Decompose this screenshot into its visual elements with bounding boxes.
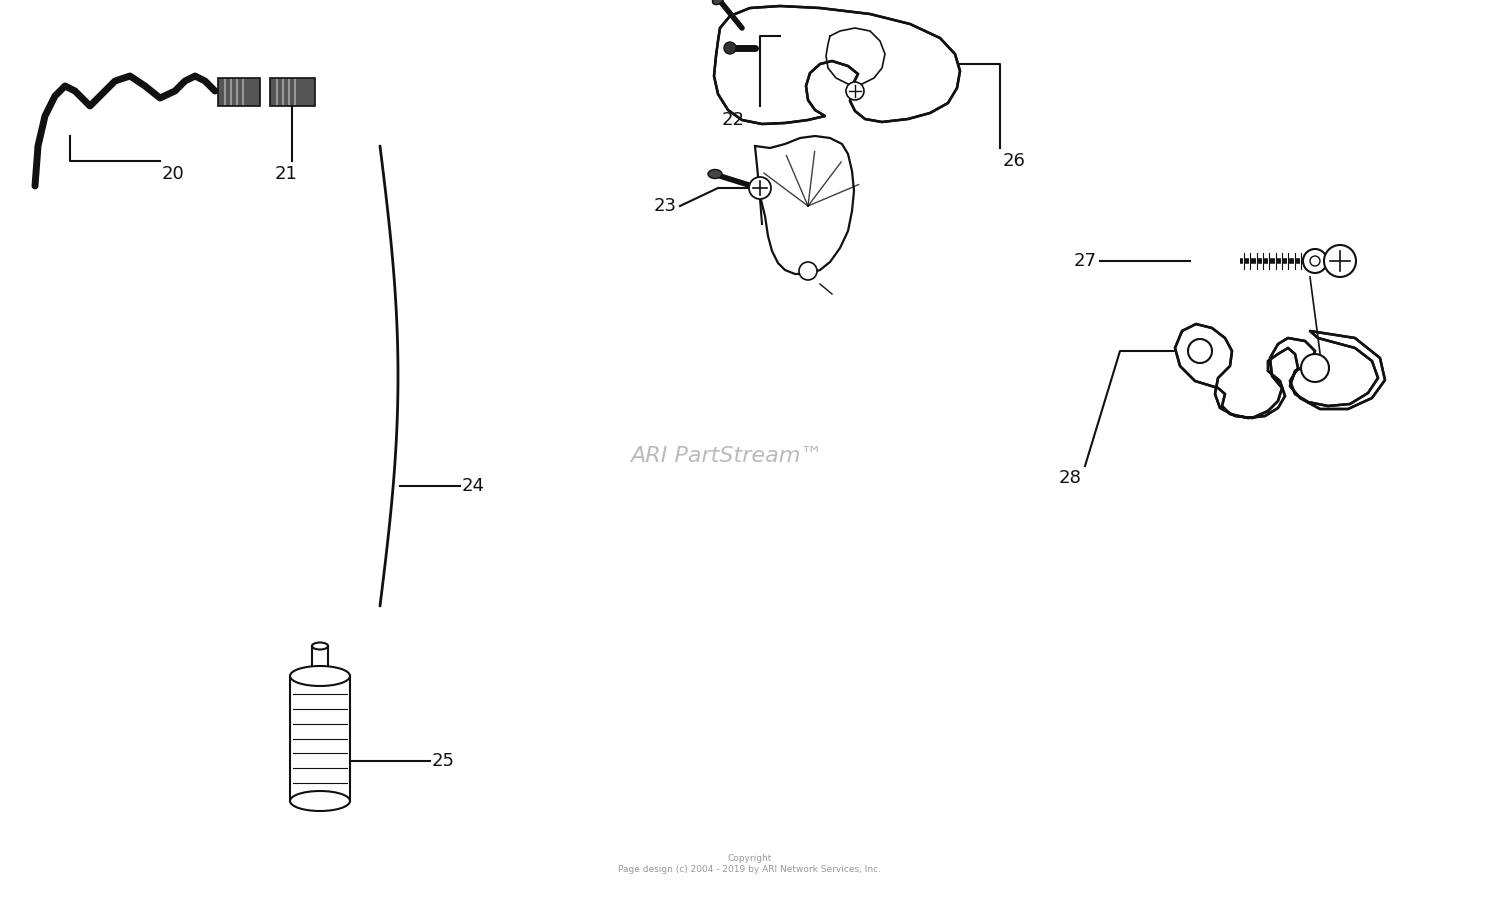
Bar — [217, 78, 259, 106]
Polygon shape — [754, 136, 853, 274]
Polygon shape — [714, 6, 960, 124]
Text: 27: 27 — [1074, 252, 1096, 270]
Circle shape — [1188, 339, 1212, 363]
Text: 22: 22 — [722, 111, 746, 129]
Circle shape — [800, 262, 818, 280]
Ellipse shape — [312, 642, 328, 650]
Text: 23: 23 — [654, 197, 676, 215]
Ellipse shape — [712, 0, 723, 5]
Ellipse shape — [290, 666, 350, 686]
Text: 26: 26 — [1004, 152, 1026, 170]
Text: 21: 21 — [274, 165, 298, 183]
Text: ARI PartStream™: ARI PartStream™ — [630, 446, 822, 466]
Text: 20: 20 — [162, 165, 184, 183]
Circle shape — [748, 177, 771, 199]
Circle shape — [1304, 249, 1328, 273]
Polygon shape — [1174, 324, 1384, 418]
Circle shape — [724, 42, 736, 54]
Bar — [270, 78, 315, 106]
Circle shape — [846, 82, 864, 100]
Circle shape — [1310, 256, 1320, 266]
Text: Copyright
Page design (c) 2004 - 2019 by ARI Network Services, Inc.: Copyright Page design (c) 2004 - 2019 by… — [618, 854, 882, 873]
Circle shape — [1324, 245, 1356, 277]
Ellipse shape — [708, 169, 722, 178]
Text: 24: 24 — [462, 477, 484, 495]
Circle shape — [1300, 354, 1329, 382]
Ellipse shape — [290, 791, 350, 811]
Text: 25: 25 — [432, 752, 454, 770]
Text: 28: 28 — [1059, 469, 1082, 487]
